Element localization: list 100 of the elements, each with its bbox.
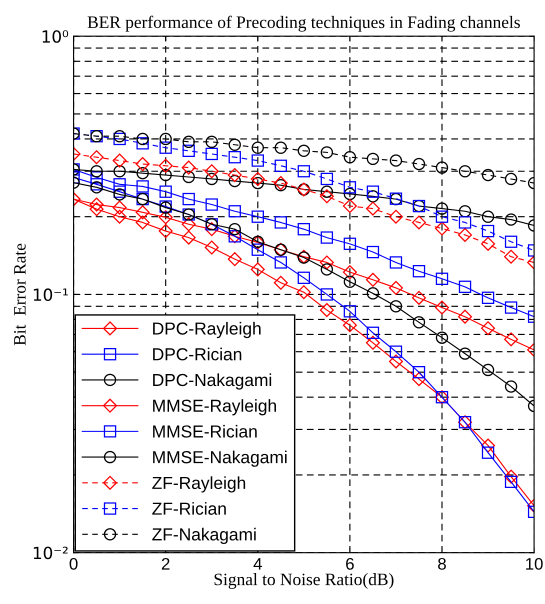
point xyxy=(366,190,380,202)
point xyxy=(90,171,103,184)
point xyxy=(412,372,426,386)
point xyxy=(412,265,426,278)
legend-label: DPC-Nakagami xyxy=(153,373,272,390)
point xyxy=(136,205,150,220)
point xyxy=(182,144,195,157)
legend-label: ZF-Rician xyxy=(152,502,226,515)
point xyxy=(344,276,356,288)
point xyxy=(320,288,334,301)
point xyxy=(90,198,104,212)
point xyxy=(274,176,288,190)
point xyxy=(320,146,334,159)
legend-label: ZF-Rayleigh xyxy=(152,476,246,493)
point xyxy=(436,272,448,285)
point xyxy=(298,144,310,157)
point xyxy=(252,244,264,256)
point xyxy=(504,470,518,484)
point xyxy=(160,132,172,146)
point xyxy=(90,165,103,178)
point xyxy=(182,160,196,175)
point xyxy=(434,300,450,315)
point xyxy=(482,168,494,182)
point xyxy=(320,186,334,198)
point xyxy=(90,181,103,194)
point xyxy=(458,216,472,229)
point xyxy=(274,256,287,269)
point xyxy=(298,222,310,236)
legend-label: DPC-Rician xyxy=(153,348,242,360)
point xyxy=(458,310,472,324)
chart-title: BER performance of Precoding techniques in Fading channels xyxy=(88,16,520,32)
point xyxy=(342,265,357,280)
legend-label: MMSE-Rayleigh xyxy=(153,399,276,416)
point xyxy=(204,222,219,236)
point xyxy=(90,202,104,216)
point xyxy=(298,272,310,284)
point xyxy=(136,137,149,150)
point xyxy=(228,168,242,182)
point xyxy=(274,216,287,229)
point xyxy=(228,205,241,218)
point xyxy=(136,132,149,146)
point xyxy=(390,300,402,312)
point xyxy=(206,136,218,148)
point xyxy=(436,202,448,215)
point xyxy=(412,290,426,305)
point xyxy=(160,186,172,198)
point xyxy=(412,158,426,170)
y-tick-label: 10⁻² xyxy=(34,546,68,560)
point xyxy=(388,280,403,295)
point xyxy=(296,285,311,300)
point xyxy=(342,318,357,332)
point xyxy=(482,224,494,238)
point xyxy=(481,321,496,336)
x-tick-label: 10 xyxy=(526,558,543,570)
point xyxy=(228,151,241,164)
point xyxy=(320,189,334,204)
legend-label: ZF-Nakagami xyxy=(152,528,256,544)
point xyxy=(344,188,356,200)
point xyxy=(458,280,472,294)
point xyxy=(113,188,126,201)
point xyxy=(158,158,173,173)
point xyxy=(204,240,219,255)
point xyxy=(504,236,518,248)
point xyxy=(366,272,380,287)
point xyxy=(390,346,402,358)
y-axis-title: Bit Error Rate xyxy=(14,244,26,346)
x-tick-label: 0 xyxy=(70,558,78,570)
point xyxy=(504,332,518,346)
point xyxy=(344,151,356,164)
point xyxy=(390,256,402,269)
point xyxy=(436,210,448,223)
point xyxy=(458,165,472,178)
point xyxy=(112,154,127,168)
point xyxy=(206,148,218,160)
point xyxy=(113,130,126,142)
point xyxy=(228,174,241,188)
point xyxy=(252,210,264,223)
point xyxy=(342,199,357,214)
point xyxy=(504,250,518,264)
point xyxy=(482,210,494,223)
x-tick-label: 2 xyxy=(162,558,170,570)
point xyxy=(504,301,518,314)
point xyxy=(412,366,426,378)
point xyxy=(458,228,472,242)
point xyxy=(252,154,264,167)
x-tick-label: 4 xyxy=(254,558,262,570)
legend-label: DPC-Rayleigh xyxy=(153,322,261,338)
point xyxy=(228,222,241,236)
point xyxy=(436,332,448,344)
point xyxy=(320,303,334,318)
point xyxy=(252,176,264,190)
point xyxy=(113,132,126,146)
point xyxy=(113,178,126,190)
point xyxy=(182,192,195,206)
point xyxy=(366,202,380,216)
point xyxy=(344,238,356,250)
point xyxy=(344,305,356,318)
point xyxy=(366,287,380,300)
point xyxy=(504,213,518,226)
point xyxy=(136,166,149,180)
